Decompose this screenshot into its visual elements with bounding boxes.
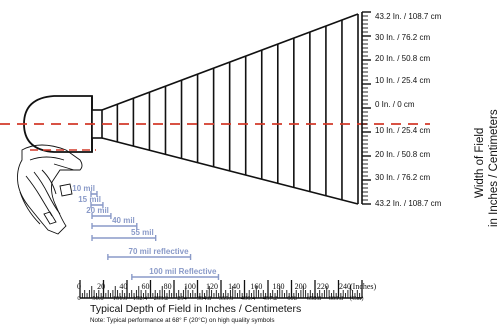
ruler-inch-unit: (Inches) [350, 282, 377, 291]
caption-note: Note: Typical performance at 68° F (20°C… [90, 316, 274, 324]
side-title-line-1: Width of Field [474, 128, 486, 198]
width-label: 10 In. / 25.4 cm [375, 126, 430, 135]
width-label: 30 In. / 76.2 cm [375, 33, 430, 42]
width-label: 30 In. / 76.2 cm [375, 173, 430, 182]
ruler-inch-label: 60 [142, 282, 150, 291]
ruler-inch-label: 200 [295, 282, 307, 291]
ruler-cm-label: 457.2 [263, 295, 277, 302]
handheld-scanner-icon [17, 144, 83, 235]
ruler-cm-label: 355.6 [219, 295, 233, 302]
ruler-cm-label: 203.2 [154, 295, 168, 302]
ruler-inch-label: 80 [164, 282, 172, 291]
ruler-inch-label: 240 [339, 282, 351, 291]
width-label: 0 In. / 0 cm [375, 100, 415, 109]
ruler-cm-label: 50.8 [92, 295, 103, 302]
depth-bar-label: 40 mil [112, 216, 135, 225]
width-label: 20 In. / 50.8 cm [375, 150, 430, 159]
ruler-inch-label: 0 [77, 282, 81, 291]
ruler-cm-label: 254 [177, 295, 187, 302]
caption-title: Typical Depth of Field in Inches / Centi… [90, 303, 301, 315]
cone-bottom-edge [101, 137, 359, 205]
ruler-inch-label: 20 [97, 282, 105, 291]
ruler-cm-label: 609.8 [329, 295, 343, 302]
depth-ruler [79, 280, 363, 299]
width-label: 20 In. / 50.8 cm [375, 54, 430, 63]
depth-bar-label: 15 mil [78, 195, 101, 204]
ruler-inch-label: 220 [317, 282, 329, 291]
ruler-cm-label: 101.6 [113, 295, 127, 302]
depth-bar-label: 100 mil Reflective [149, 267, 217, 276]
ruler-cm-label: 608 [287, 295, 297, 302]
ruler-inch-label: 100 [184, 282, 196, 291]
width-scale [361, 11, 371, 205]
side-title: Width of Field in Inches / Centimeters [474, 109, 500, 227]
width-label: 10 In. / 25.4 cm [375, 76, 430, 85]
ruler-labels: 0 20 40 60 80 100 120 140 160 180 200 220 240 (Inches… [77, 282, 377, 302]
depth-bar-label: 70 mil reflective [129, 247, 190, 256]
ruler-inch-label: 140 [228, 282, 240, 291]
cone-top-edge [101, 13, 359, 111]
width-labels: 43.2 In. / 108.7 cm 30 In. / 76.2 cm 20 … [375, 12, 442, 208]
ruler-cm-label: 0 [77, 295, 80, 302]
ruler-cm-label: 406.4 [241, 295, 256, 302]
ruler-inch-label: 120 [206, 282, 218, 291]
ruler-inch-label: 40 [119, 282, 127, 291]
width-label: 43.2 In. / 108.7 cm [375, 12, 442, 21]
ruler-cm-label: 152.4 [133, 295, 148, 302]
width-label: 43.2 In. / 108.7 cm [375, 199, 442, 208]
depth-bar-label: 10 mil [72, 184, 95, 193]
depth-bar-label: 55 mil [131, 228, 154, 237]
ruler-inch-label: 180 [273, 282, 285, 291]
ruler-inch-label: 160 [250, 282, 262, 291]
ruler-cm-label: 658.8 [307, 295, 321, 302]
ruler-cm-unit: (Cm) [350, 295, 364, 302]
side-title-line-2: in Inches / Centimeters [488, 109, 500, 227]
depth-bar-label: 20 mil [86, 206, 109, 215]
scan-cone [101, 13, 359, 205]
ruler-cm-label: 304.8 [197, 295, 211, 302]
